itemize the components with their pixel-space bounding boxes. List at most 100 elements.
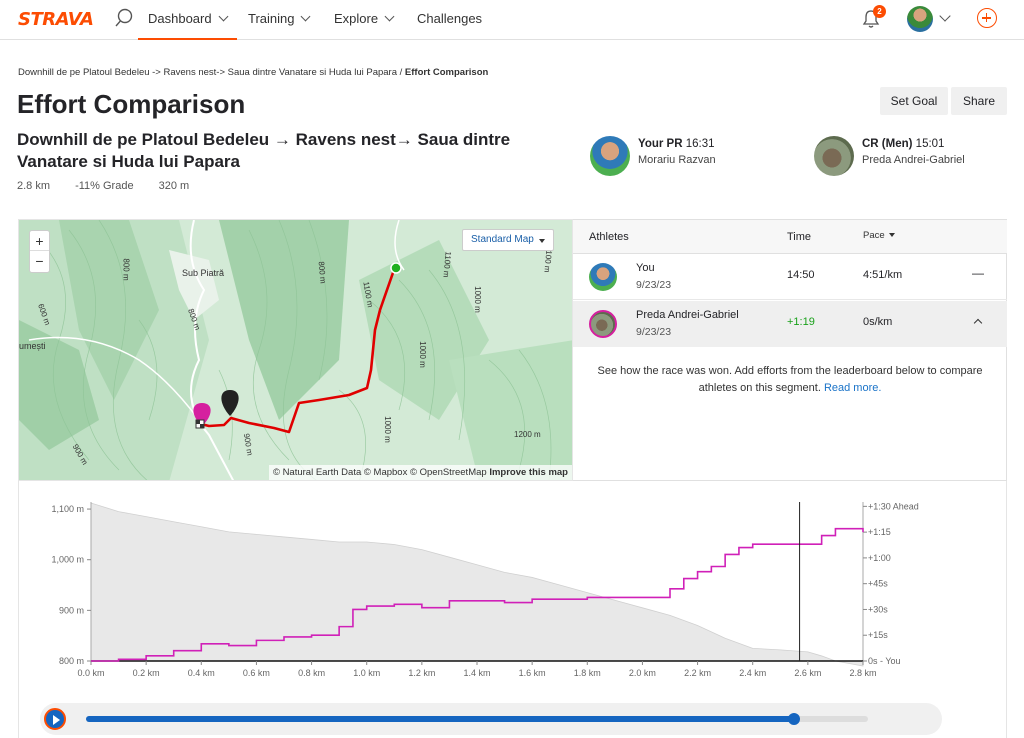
cr-athlete-name[interactable]: Preda Andrei-Gabriel [862, 154, 965, 166]
avatar[interactable] [907, 6, 933, 32]
play-icon[interactable] [44, 708, 66, 730]
segment-distance: 2.8 km [17, 180, 51, 192]
left-tick-label: 1,000 m [51, 555, 84, 565]
contour-label: 1200 m [514, 430, 541, 439]
share-button[interactable]: Share [951, 87, 1007, 115]
athletes-table: Athletes Time Pace You 9/23/23 14:50 4:5… [573, 219, 1007, 481]
improve-map-link[interactable]: Improve this map [489, 467, 568, 478]
right-tick-label: +15s [868, 630, 888, 640]
x-tick-label: 1.0 km [353, 668, 380, 678]
x-tick-label: 2.4 km [739, 668, 766, 678]
nav-training[interactable]: Training [248, 11, 311, 26]
chevron-up-icon[interactable] [973, 318, 983, 328]
help-text: See how the race was won. Add efforts fr… [597, 365, 983, 394]
left-tick-label: 900 m [59, 605, 84, 615]
add-icon[interactable] [977, 8, 997, 28]
playback-progress [86, 716, 795, 722]
x-tick-label: 1.2 km [408, 668, 435, 678]
caret-down-icon [539, 239, 545, 243]
playback-track[interactable] [86, 713, 868, 725]
zoom-in-button[interactable]: + [30, 231, 49, 251]
map-style-select[interactable]: Standard Map [462, 229, 554, 251]
chevron-down-icon [218, 11, 229, 22]
notification-badge: 2 [873, 5, 886, 18]
comparison-chart[interactable]: 800 m 900 m 1,000 m 1,100 m 0s - You +15s +30s… [19, 481, 1006, 701]
pr-label: Your PR [638, 138, 683, 150]
right-tick-label: +45s [868, 579, 888, 589]
right-tick-label: +1:30 Ahead [868, 501, 919, 511]
nav-explore[interactable]: Explore [334, 11, 395, 26]
search-icon[interactable] [114, 8, 134, 30]
place-label: umești [19, 341, 46, 351]
header-time: Time [787, 231, 812, 243]
effort-time: 14:50 [787, 269, 815, 281]
table-header: Athletes Time Pace [573, 220, 1007, 254]
x-tick-label: 0.8 km [298, 668, 325, 678]
breadcrumb: Downhill de pe Platoul Bedeleu -> Ravens… [18, 67, 488, 78]
right-tick-label: +1:00 [868, 553, 891, 563]
contour-label: 1000 m [472, 286, 482, 313]
pr-time: 16:31 [685, 138, 715, 150]
chevron-down-icon [301, 11, 311, 22]
read-more-link[interactable]: Read more. [823, 382, 882, 394]
x-tick-label: 1.6 km [519, 668, 546, 678]
contour-label: 800 m [121, 258, 131, 281]
table-row[interactable]: You 9/23/23 14:50 4:51/km — [573, 254, 1007, 300]
segment-title: Downhill de pe Platoul Bedeleu → Ravens … [17, 130, 511, 171]
x-tick-label: 1.8 km [574, 668, 601, 678]
cr-time: 15:01 [915, 138, 945, 150]
right-tick-label: +1:15 [868, 527, 891, 537]
contour-label: 800 m [316, 261, 328, 284]
contour-label: 1000 m [417, 341, 427, 368]
athlete-name: You [636, 262, 655, 274]
time-gap-line [91, 527, 864, 662]
header-pace[interactable]: Pace [863, 230, 895, 241]
chevron-down-icon[interactable] [939, 10, 951, 22]
row-action[interactable]: — [972, 266, 984, 280]
set-goal-button[interactable]: Set Goal [880, 87, 948, 115]
segment-map[interactable]: Sub Piatră umești 800 m 600 m 800 m 800 … [18, 219, 573, 481]
playback-handle[interactable] [788, 713, 801, 725]
comparison-chart-panel: 800 m 900 m 1,000 m 1,100 m 0s - You +15s +30s… [18, 481, 1007, 738]
x-tick-label: 0.6 km [243, 668, 270, 678]
cr-avatar[interactable] [814, 136, 854, 176]
map-terrain [19, 220, 572, 480]
x-tick-label: 2.8 km [849, 668, 876, 678]
nav-challenges[interactable]: Challenges [417, 11, 483, 26]
pr-avatar[interactable] [590, 136, 630, 176]
effort-date: 9/23/23 [636, 279, 672, 291]
header-athletes: Athletes [589, 231, 629, 243]
x-tick-label: 2.2 km [684, 668, 711, 678]
strava-logo[interactable]: STRAVA [18, 9, 94, 30]
right-tick-label: 0s - You [868, 656, 901, 666]
athlete-avatar [589, 310, 617, 338]
effort-date: 9/23/23 [636, 326, 672, 338]
x-tick-label: 2.0 km [629, 668, 656, 678]
table-row[interactable]: Preda Andrei-Gabriel 9/23/23 +1:19 0s/km [573, 301, 1007, 347]
effort-pace: 4:51/km [863, 269, 903, 281]
segment-grade: -11% Grade [75, 180, 134, 192]
left-tick-label: 1,100 m [51, 504, 84, 514]
x-tick-label: 0.4 km [188, 668, 215, 678]
active-tab-indicator [138, 38, 237, 40]
breadcrumb-segment-link[interactable]: Downhill de pe Platoul Bedeleu -> Ravens… [18, 67, 405, 78]
contour-label: 1000 m [382, 416, 392, 443]
pr-athlete-name[interactable]: Morariu Razvan [638, 154, 716, 166]
zoom-out-button[interactable]: − [35, 253, 44, 269]
page-title: Effort Comparison [17, 89, 246, 119]
chevron-down-icon [384, 11, 395, 22]
nav-dashboard[interactable]: Dashboard [148, 11, 229, 26]
place-label: Sub Piatră [182, 268, 225, 278]
x-tick-label: 0.0 km [77, 668, 104, 678]
effort-time-diff: +1:19 [787, 316, 815, 328]
segment-stats: 2.8 km -11% Grade 320 m [17, 180, 211, 192]
left-tick-label: 800 m [59, 656, 84, 666]
effort-pace: 0s/km [863, 316, 893, 328]
right-tick-label: +30s [868, 604, 888, 614]
segment-elevation: 320 m [158, 180, 190, 192]
elevation-area [90, 502, 864, 667]
cr-label: CR (Men) [862, 138, 913, 150]
x-tick-label: 2.6 km [794, 668, 821, 678]
athlete-name[interactable]: Preda Andrei-Gabriel [636, 309, 739, 321]
breadcrumb-current: Effort Comparison [404, 67, 489, 78]
